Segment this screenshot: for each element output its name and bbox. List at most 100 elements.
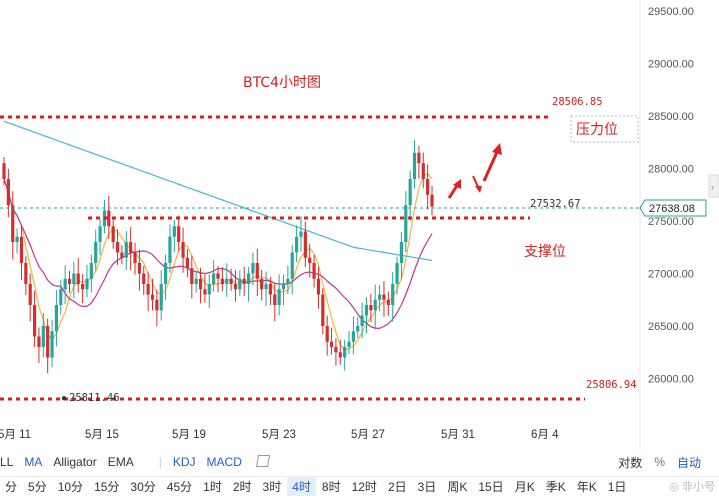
interval-18[interactable]: 年K [576, 480, 597, 494]
resistance-label-box [570, 115, 639, 143]
candle-down [185, 257, 190, 269]
interval-0[interactable]: 分 [5, 480, 18, 494]
candle-down [76, 273, 80, 284]
candle-up [172, 226, 176, 237]
indicator-kdj[interactable]: KDJ [172, 455, 196, 469]
percent-toggle[interactable]: % [654, 455, 665, 469]
interval-19[interactable]: 1日 [607, 480, 627, 494]
candle-up [124, 242, 128, 258]
candle-down [129, 242, 133, 253]
arrow-up-large-icon [482, 143, 502, 182]
auto-scale-toggle[interactable]: 自动 [676, 455, 701, 470]
price-chart[interactable]: 29500.00 29000.00 28500.00 28000.00 27500.00… [0, 0, 719, 450]
interval-9[interactable]: 4时 [287, 477, 316, 496]
candle-up [281, 284, 286, 290]
candle-up [50, 331, 54, 358]
candle-up [225, 278, 229, 284]
candles [2, 140, 434, 374]
log-scale-toggle[interactable]: 对数 [618, 455, 643, 470]
candle-down [382, 294, 386, 300]
candle-down [155, 299, 159, 311]
support-value: 27532.67 [530, 198, 581, 210]
y-tick-label: 26500.00 [648, 321, 694, 333]
candle-down [81, 284, 85, 290]
candle-up [356, 326, 360, 332]
candle-down [303, 231, 307, 258]
x-tick-label: 5月 31 [441, 429, 475, 441]
candle-up [85, 278, 89, 290]
candle-down [6, 179, 10, 206]
candle-down [198, 278, 203, 290]
candle-down [46, 326, 50, 358]
candle-down [203, 289, 207, 295]
chevron-right-icon: › [711, 182, 714, 192]
interval-2[interactable]: 10分 [57, 480, 84, 494]
candle-up [212, 273, 216, 284]
ma-line-short [3, 173, 433, 350]
candle-down [268, 284, 273, 295]
candle-up [277, 289, 281, 305]
y-tick-label: 28000.00 [648, 164, 694, 176]
candle-down [111, 226, 115, 242]
interval-4[interactable]: 30分 [130, 480, 156, 494]
candle-down [273, 294, 277, 305]
candle-down [2, 163, 6, 179]
candle-up [343, 347, 347, 358]
candle-down [181, 242, 185, 258]
candle-up [395, 263, 399, 284]
indicator-macd[interactable]: MACD [206, 455, 242, 469]
candle-down [426, 179, 430, 195]
candle-up [163, 263, 168, 284]
candle-down [242, 278, 246, 284]
indicator-ll[interactable]: LL [0, 455, 14, 469]
candle-down [107, 210, 111, 227]
edit-icon[interactable] [253, 454, 270, 470]
candle-up [251, 263, 255, 274]
interval-15[interactable]: 15日 [478, 480, 504, 494]
indicator-ma[interactable]: MA [24, 455, 43, 469]
interval-11[interactable]: 12时 [351, 480, 377, 494]
candle-down [137, 263, 141, 274]
candle-down [369, 305, 373, 311]
candle-up [159, 284, 163, 311]
interval-10[interactable]: 8时 [321, 480, 341, 494]
candle-up [360, 315, 364, 326]
low-left-value: 25811.46 [69, 392, 120, 404]
candle-up [347, 341, 351, 347]
arrow-down-icon [472, 175, 482, 193]
x-tick-label: 5月 19 [172, 429, 206, 441]
interval-13[interactable]: 3日 [417, 480, 437, 494]
candle-down [321, 294, 325, 326]
interval-1[interactable]: 5分 [28, 480, 47, 494]
interval-16[interactable]: 月K [514, 480, 535, 494]
interval-7[interactable]: 2时 [232, 480, 252, 494]
candle-down [417, 152, 421, 164]
indicator-alligator[interactable]: Alligator [53, 455, 97, 469]
interval-14[interactable]: 周K [447, 480, 468, 494]
interval-17[interactable]: 季K [545, 480, 566, 494]
interval-8[interactable]: 3时 [262, 480, 282, 494]
candle-down [28, 284, 32, 305]
candle-down [325, 326, 329, 342]
candle-down [11, 205, 15, 242]
candle-up [373, 299, 377, 311]
interval-3[interactable]: 15分 [94, 480, 120, 494]
candle-down [67, 278, 72, 284]
interval-12[interactable]: 2日 [387, 480, 407, 494]
y-axis: 29500.00 29000.00 28500.00 28000.00 27500.00… [648, 6, 694, 386]
indicator-ema[interactable]: EMA [107, 455, 134, 469]
low-right-value: 25806.94 [586, 379, 637, 391]
x-tick-label: 5月 27 [351, 429, 385, 441]
candle-up [408, 179, 412, 206]
interval-5[interactable]: 45分 [166, 480, 193, 494]
candle-up [412, 152, 417, 179]
chart-title: BTC4小时图 [243, 75, 321, 91]
y-tick-label: 26000.00 [648, 374, 694, 386]
candlestick-chart[interactable]: 29500.00 29000.00 28500.00 28000.00 27500.00… [0, 0, 719, 450]
y-tick-label: 29000.00 [648, 59, 694, 71]
scroll-handle[interactable] [708, 174, 719, 198]
candle-down [229, 278, 233, 284]
candle-up [404, 205, 408, 242]
interval-6[interactable]: 1时 [203, 480, 222, 494]
candle-up [89, 263, 93, 279]
